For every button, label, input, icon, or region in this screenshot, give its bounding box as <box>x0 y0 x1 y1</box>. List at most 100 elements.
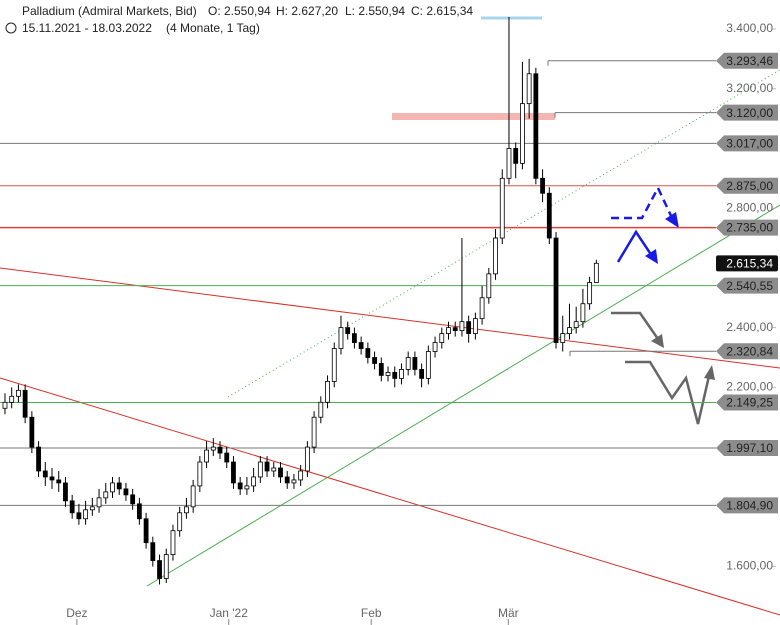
candle-body <box>499 177 505 239</box>
level-label: 2.149,25 <box>726 396 773 410</box>
candle-body <box>103 491 109 499</box>
candle-body <box>378 363 384 376</box>
arrow <box>625 360 711 425</box>
candle-body <box>150 542 156 561</box>
arrowhead <box>665 212 679 228</box>
candle-body <box>446 327 451 334</box>
candle-body <box>29 416 35 448</box>
candle-body <box>143 518 149 544</box>
level-tag <box>716 52 778 69</box>
level-tag <box>716 177 778 194</box>
ohlc: O: 2.550,94 <box>208 4 271 18</box>
candle-body <box>567 327 572 334</box>
candle-body <box>352 333 357 343</box>
candle-body <box>110 482 115 493</box>
candle-body <box>257 461 263 478</box>
candle-body <box>506 148 512 179</box>
candle-body <box>412 357 418 370</box>
candle-body <box>56 479 62 484</box>
candle-body <box>49 476 55 481</box>
trend-line <box>146 204 780 587</box>
candle-body <box>204 449 209 463</box>
candle-body <box>553 237 559 343</box>
candle-body <box>520 103 525 164</box>
candle-body <box>493 237 498 275</box>
trend-line <box>0 267 780 369</box>
candle-body <box>278 467 283 478</box>
candle-body <box>69 500 75 514</box>
candle-body <box>392 372 398 379</box>
header: Palladium (Admiral Markets, Bid) O: 2.55… <box>5 4 473 35</box>
ohlc: H: 2.627,20 <box>276 4 338 18</box>
candle-body <box>136 503 142 520</box>
candle-body <box>372 357 377 364</box>
candle-body <box>16 389 21 397</box>
y-tick-label: 3.400,00 <box>726 21 773 35</box>
candle-body <box>42 470 48 478</box>
candle-body <box>526 73 532 105</box>
candle-body <box>96 497 102 508</box>
candle-body <box>358 342 364 349</box>
candle-body <box>304 446 310 472</box>
candle-body <box>573 321 579 329</box>
candle-body <box>184 506 189 514</box>
x-tick-label: Jan '22 <box>210 606 249 620</box>
level-label: 1.804,90 <box>726 499 773 513</box>
level-tag <box>716 277 778 294</box>
candle-body <box>479 297 485 320</box>
y-tick-label: 1.600,00 <box>726 559 773 573</box>
candle-body <box>540 177 545 194</box>
candle-body <box>546 192 552 239</box>
candle-body <box>224 452 230 463</box>
candle-body <box>177 512 183 532</box>
candle-body <box>63 482 68 502</box>
candle-body <box>123 488 129 496</box>
date-range: 15.11.2021 - 18.03.2022 <box>22 21 152 35</box>
candle-body <box>244 485 250 490</box>
candle-body <box>459 321 465 332</box>
candle-body <box>432 342 438 352</box>
x-tick-label: Mär <box>498 606 519 620</box>
candle-body <box>22 389 28 418</box>
candle-body <box>405 357 411 370</box>
candle-body <box>593 262 599 283</box>
x-tick-label: Dez <box>66 606 87 620</box>
arrowhead <box>651 334 664 348</box>
level-tag <box>716 343 778 360</box>
level-tag <box>716 394 778 411</box>
x-tick-label: Feb <box>361 606 382 620</box>
trend-line <box>0 377 780 616</box>
arrow <box>611 311 660 340</box>
candle-body <box>587 282 593 305</box>
candle-body <box>89 506 95 511</box>
arrowhead <box>645 249 658 264</box>
y-tick-label: 2.400,00 <box>726 320 773 334</box>
price-tag <box>716 255 778 272</box>
candle-body <box>399 369 404 379</box>
candle-body <box>163 554 169 579</box>
level-tag <box>716 135 778 152</box>
y-tick-label: 2.200,00 <box>726 380 773 394</box>
arrowhead <box>704 365 715 380</box>
level-label: 2.735,00 <box>726 221 773 235</box>
level-tag <box>716 104 778 121</box>
candle-body <box>345 327 351 334</box>
candle-body <box>365 348 371 358</box>
level-label: 3.120,00 <box>726 106 773 120</box>
candle-body <box>513 148 519 164</box>
candle-body <box>466 321 472 334</box>
arrow <box>616 229 654 263</box>
clock-icon <box>5 22 17 34</box>
candle-body <box>419 369 425 379</box>
candle-body <box>311 416 317 448</box>
chart-title: Palladium (Admiral Markets, Bid) <box>22 4 197 18</box>
level-label: 2.875,00 <box>726 179 773 193</box>
price-label: 2.615,34 <box>726 256 773 270</box>
candle-body <box>318 401 324 418</box>
candle-body <box>472 318 478 334</box>
candle-body <box>338 327 344 349</box>
level-tag <box>716 219 778 236</box>
candle-body <box>425 351 431 379</box>
candle-body <box>533 73 539 179</box>
